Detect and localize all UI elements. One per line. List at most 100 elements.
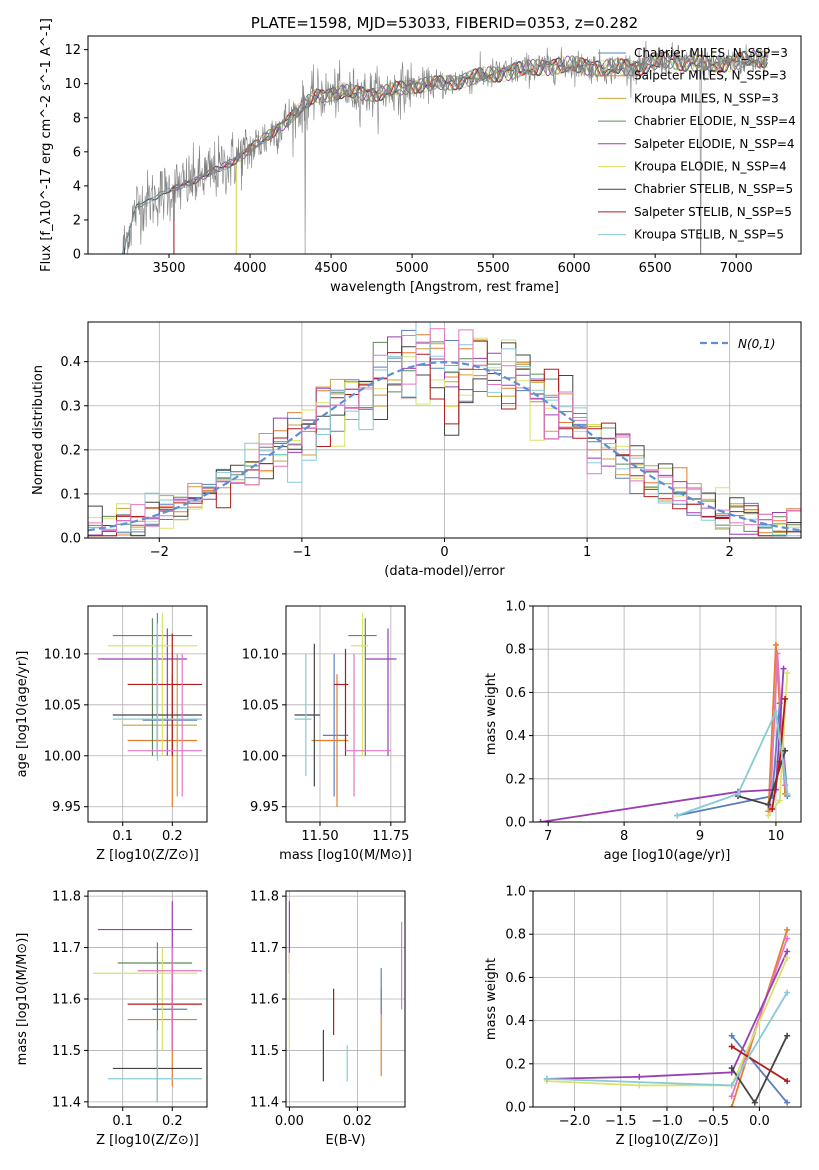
spectrum-panel: 3500 4000 4500 5000 5500 6000 6500 7000 0 2 4 6 8 10 1… [39, 14, 802, 295]
x-tick-label: 7 [544, 829, 552, 844]
x-axis-label: mass [log10(M/M⊙)] [279, 848, 412, 863]
plot-area [537, 641, 791, 822]
mass-weight-line [676, 708, 789, 817]
axes-frame [285, 605, 406, 823]
x-tick-label: 0.02 [343, 1114, 372, 1129]
y-tick-label: 0.4 [505, 1014, 526, 1029]
x-tick-label: 0.0 [749, 1114, 770, 1129]
observed-spectrum-line [122, 40, 769, 254]
legend-label: Salpeter MILES, N_SSP=3 [634, 69, 787, 83]
y-tick-label: 0.8 [505, 643, 526, 658]
y-tick-label: 0.2 [505, 1057, 526, 1072]
y-axis-label: mass weight [484, 673, 499, 755]
y-tick-label: 4 [73, 179, 81, 194]
mass-weight-marker [784, 989, 791, 996]
mass-weight-marker [784, 935, 791, 942]
x-tick-label: 6000 [558, 261, 591, 276]
y-tick-label: 11.4 [250, 1095, 279, 1110]
mass-weight-marker [784, 1078, 791, 1085]
x-axis-label: (data-model)/error [384, 564, 505, 579]
y-tick-label: 11.7 [250, 941, 279, 956]
y-tick-label: 8 [73, 111, 81, 126]
mass-weight-marker [784, 669, 791, 676]
y-tick-label: 0.1 [60, 487, 81, 502]
legend-label: Salpeter STELIB, N_SSP=5 [634, 205, 792, 219]
y-tick-label: 0.0 [505, 1101, 526, 1116]
mass-weight-marker [765, 801, 772, 808]
y-tick-label: 11.6 [52, 993, 81, 1008]
y-tick-label: 11.5 [52, 1044, 81, 1059]
x-tick-label: 0 [440, 545, 448, 560]
mass-weight-marker [784, 948, 791, 955]
x-tick-label: −1 [292, 545, 311, 560]
mass-weight-marker [776, 758, 783, 765]
mass-weight-line [731, 1035, 788, 1104]
y-tick-label: 0.0 [505, 816, 526, 831]
y-tick-label: 11.8 [250, 890, 279, 905]
x-axis-label: E(B-V) [325, 1133, 365, 1148]
mass-weight-marker [543, 1075, 550, 1082]
x-tick-label: 0.2 [162, 829, 183, 844]
y-axis-label: mass weight [484, 958, 499, 1040]
y-tick-label: 10.00 [44, 749, 81, 764]
y-tick-label: 11.8 [52, 890, 81, 905]
mass-weight-marker [784, 790, 791, 797]
residual-histogram-panel: −2 −1 0 1 2 0.0 0.1 0.2 0.3 0.4 (data-model)/error… [31, 321, 802, 579]
y-tick-label: 11.5 [250, 1044, 279, 1059]
plot-area [88, 322, 801, 537]
y-tick-label: 11.4 [52, 1095, 81, 1110]
residual-histogram [88, 340, 801, 537]
mass-weight-line [546, 957, 788, 1087]
mass-weight-marker [782, 695, 789, 702]
x-tick-label: 6500 [639, 261, 672, 276]
age-vs-mass-panel: 11.50 11.75 9.95 10.00 10.05 10.10 mass [log10… [242, 605, 412, 863]
x-tick-label: 9 [696, 829, 704, 844]
legend-label: Kroupa STELIB, N_SSP=5 [634, 228, 784, 242]
y-tick-label: 6 [73, 145, 81, 160]
x-tick-label: 0.2 [162, 1114, 183, 1129]
y-tick-label: 11.7 [52, 941, 81, 956]
plot-area [97, 613, 203, 807]
mass-weight-marker [728, 1093, 735, 1100]
mass-weight-marker [728, 1043, 735, 1050]
normal-distribution-curve [88, 360, 801, 532]
y-tick-label: 9.95 [52, 800, 81, 815]
y-tick-label: 0.2 [60, 443, 81, 458]
y-tick-label: 10.00 [242, 749, 279, 764]
x-tick-label: 3500 [152, 261, 185, 276]
x-tick-label: 0.00 [275, 1114, 304, 1129]
x-tick-label: 1 [583, 545, 591, 560]
x-tick-label: 10 [768, 829, 785, 844]
mass-weight-marker [636, 1082, 643, 1089]
x-axis-label: Z [log10(Z/Z⊙)] [616, 1133, 719, 1148]
mass-weight-marker [776, 797, 783, 804]
y-tick-label: 10.05 [242, 698, 279, 713]
mass-weight-marker [780, 665, 787, 672]
y-tick-label: 0.8 [505, 928, 526, 943]
plot-area [294, 613, 397, 807]
y-tick-label: 2 [73, 213, 81, 228]
y-tick-label: 0.0 [60, 532, 81, 547]
y-tick-label: 0.3 [60, 399, 81, 414]
y-axis-label: Flux [f_λ10^-17 erg cm^-2 s^-1 A^-1] [39, 18, 54, 272]
legend-label: Salpeter ELODIE, N_SSP=4 [634, 137, 795, 151]
mass-weight-marker [728, 1032, 735, 1039]
y-axis-label: Normed distribution [31, 365, 46, 495]
mass-weight-marker [734, 790, 741, 797]
mass-weight-marker [784, 1099, 791, 1106]
x-tick-label: 4500 [315, 261, 348, 276]
x-tick-label: −1.5 [605, 1114, 637, 1129]
mass-weight-marker [765, 812, 772, 819]
mass-weight-marker [728, 1065, 735, 1072]
y-tick-label: 10.05 [44, 698, 81, 713]
mass-weight-marker [784, 954, 791, 961]
legend-label: N(0,1) [738, 337, 775, 351]
mass-weight-marker [774, 650, 781, 657]
plot-area [288, 901, 403, 1082]
x-tick-label: 8 [620, 829, 628, 844]
mass-weight-line [546, 951, 788, 1080]
mass-weight-marker [728, 1104, 735, 1107]
mass-weight-marker [769, 806, 776, 813]
y-tick-label: 0.4 [505, 729, 526, 744]
